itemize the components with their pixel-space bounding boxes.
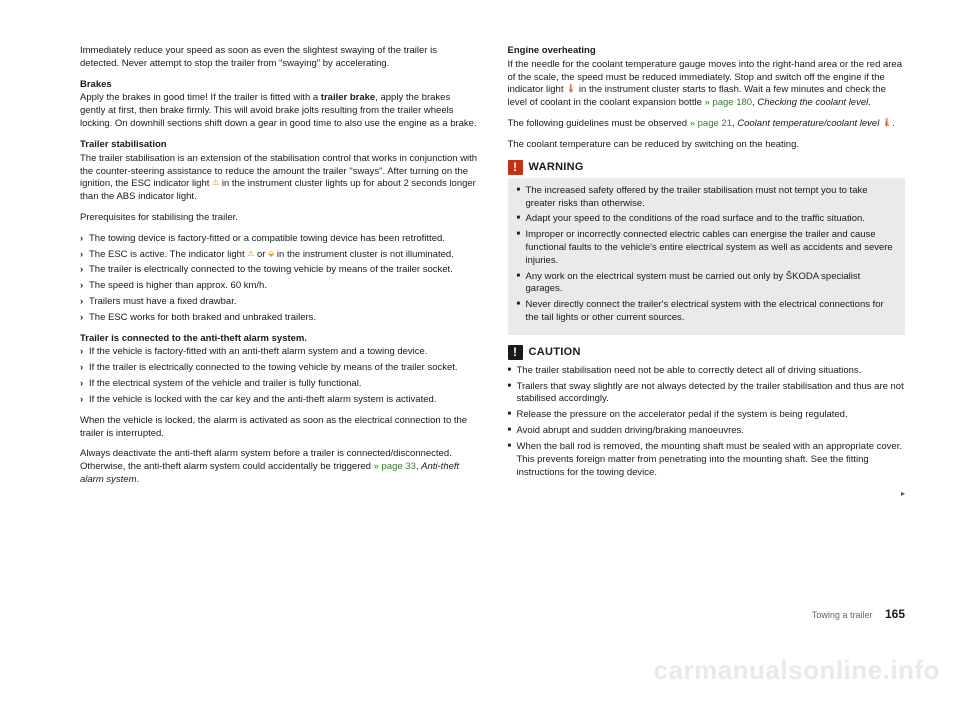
text: The ESC is active. The indicator light <box>89 249 247 260</box>
list-item: Any work on the electrical system must b… <box>517 271 897 297</box>
list-item: The increased safety offered by the trai… <box>517 185 897 211</box>
page-link[interactable]: » page 33 <box>374 461 416 472</box>
warning-title: WARNING <box>529 160 584 175</box>
list-item: If the trailer is electrically connected… <box>80 362 478 375</box>
text-bold: trailer brake <box>321 92 375 103</box>
list-item: Release the pressure on the accelerator … <box>508 409 906 422</box>
list-item: If the vehicle is factory-fitted with an… <box>80 346 478 359</box>
callout-header: ! CAUTION <box>508 345 906 360</box>
heading-stabilisation: Trailer stabilisation <box>80 139 478 152</box>
list-item: The ESC is active. The indicator light ⚠… <box>80 249 478 262</box>
paragraph-stabilisation: The trailer stabilisation is an extensio… <box>80 153 478 204</box>
text: or <box>254 249 268 260</box>
paragraph-engine: If the needle for the coolant temperatur… <box>508 59 906 110</box>
heading-alarm: Trailer is connected to the anti-theft a… <box>80 333 478 346</box>
page-link[interactable]: » page 180 <box>705 97 753 108</box>
document-page: Immediately reduce your speed as soon as… <box>0 0 960 495</box>
footer-section: Towing a trailer <box>812 610 873 620</box>
paragraph-guidelines: The following guidelines must be observe… <box>508 118 906 131</box>
page-link[interactable]: » page 21 <box>690 118 732 129</box>
list-item: If the electrical system of the vehicle … <box>80 378 478 391</box>
temperature-icon: 🌡 <box>566 85 576 94</box>
list-item: The trailer stabilisation need not be ab… <box>508 365 906 378</box>
list-item: When the ball rod is removed, the mounti… <box>508 441 906 479</box>
alarm-list: If the vehicle is factory-fitted with an… <box>80 346 478 406</box>
list-item: Avoid abrupt and sudden driving/braking … <box>508 425 906 438</box>
warning-list: The increased safety offered by the trai… <box>517 185 897 325</box>
warning-icon: ! <box>508 160 523 175</box>
paragraph-prereq: Prerequisites for stabilising the traile… <box>80 212 478 225</box>
paragraph: Always deactivate the anti-theft alarm s… <box>80 448 478 486</box>
text: in the instrument cluster is not illumin… <box>274 249 454 260</box>
warning-callout: ! WARNING The increased safety offered b… <box>508 160 906 335</box>
heading-brakes: Brakes <box>80 79 478 92</box>
list-item: The trailer is electrically connected to… <box>80 264 478 277</box>
right-column: Engine overheating If the needle for the… <box>508 45 906 495</box>
text: . <box>892 118 895 129</box>
list-item: Trailers must have a fixed drawbar. <box>80 296 478 309</box>
text: Apply the brakes in good time! If the tr… <box>80 92 321 103</box>
paragraph-brakes: Apply the brakes in good time! If the tr… <box>80 92 478 130</box>
warning-body: The increased safety offered by the trai… <box>508 178 906 335</box>
text: . <box>136 474 139 485</box>
page-footer: Towing a trailer 165 <box>812 607 905 621</box>
left-column: Immediately reduce your speed as soon as… <box>80 45 478 495</box>
paragraph: When the vehicle is locked, the alarm is… <box>80 415 478 441</box>
list-item: If the vehicle is locked with the car ke… <box>80 394 478 407</box>
list-item: Never directly connect the trailer's ele… <box>517 299 897 325</box>
caution-title: CAUTION <box>529 345 581 360</box>
caution-callout: ! CAUTION The trailer stabilisation need… <box>508 345 906 480</box>
prereq-list: The towing device is factory-fitted or a… <box>80 233 478 325</box>
list-item: The speed is higher than approx. 60 km/h… <box>80 280 478 293</box>
heading-engine: Engine overheating <box>508 45 906 58</box>
caution-list: The trailer stabilisation need not be ab… <box>508 365 906 480</box>
text-italic: Checking the coolant level <box>757 97 868 108</box>
callout-header: ! WARNING <box>508 160 906 175</box>
temperature-icon: 🌡 <box>882 118 892 127</box>
page-number: 165 <box>885 607 905 621</box>
list-item: The ESC works for both braked and unbrak… <box>80 312 478 325</box>
list-item: Adapt your speed to the conditions of th… <box>517 213 897 226</box>
caution-body: The trailer stabilisation need not be ab… <box>508 363 906 480</box>
paragraph: Immediately reduce your speed as soon as… <box>80 45 478 71</box>
continue-icon: ▸ <box>901 489 905 500</box>
text: . <box>868 97 871 108</box>
list-item: Improper or incorrectly connected electr… <box>517 229 897 267</box>
text: The following guidelines must be observe… <box>508 118 690 129</box>
list-item: The towing device is factory-fitted or a… <box>80 233 478 246</box>
paragraph: The coolant temperature can be reduced b… <box>508 139 906 152</box>
watermark: carmanualsonline.info <box>654 655 940 686</box>
list-item: Trailers that sway slightly are not alwa… <box>508 381 906 407</box>
caution-icon: ! <box>508 345 523 360</box>
text-italic: Coolant temperature/coolant level <box>737 118 882 129</box>
